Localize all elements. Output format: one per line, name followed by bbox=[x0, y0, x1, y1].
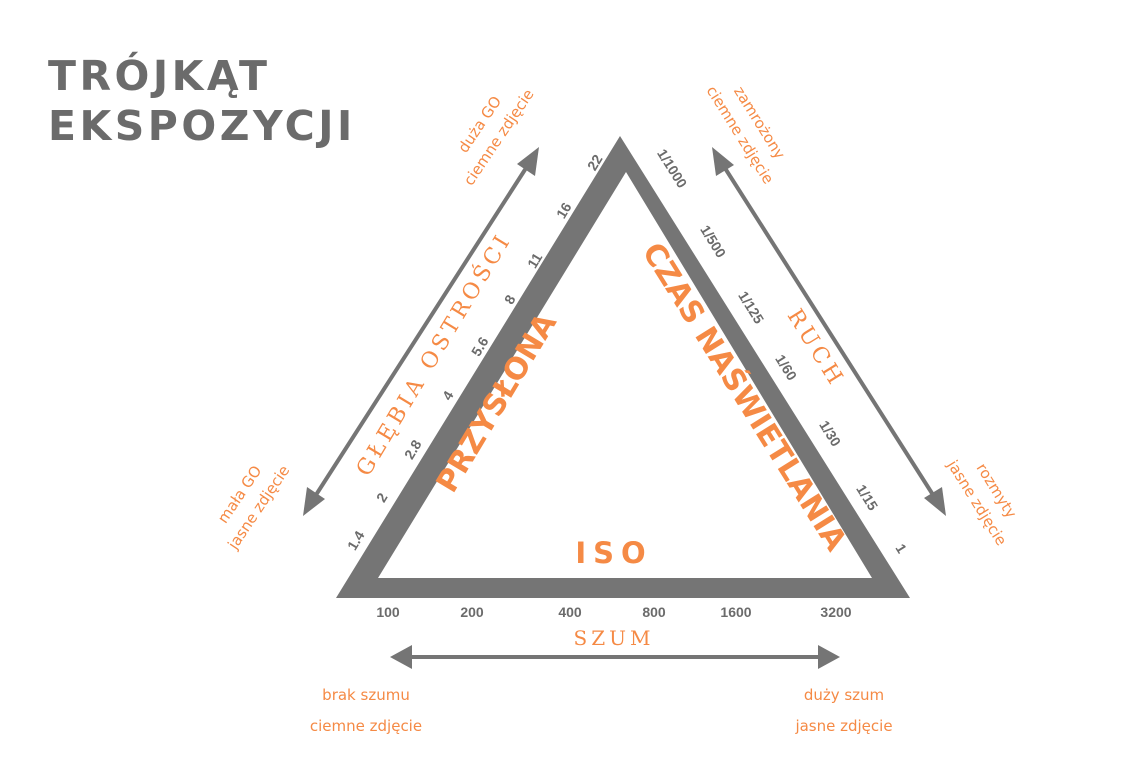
shutter-tick: 1/60 bbox=[772, 352, 800, 384]
svg-text:ciemne zdjęcie: ciemne zdjęcie bbox=[310, 717, 422, 735]
iso-label: ISO bbox=[575, 536, 652, 570]
aperture-tick: 22 bbox=[584, 151, 606, 173]
shutter-ticks: 1/1000 1/500 1/125 1/60 1/30 1/15 1 bbox=[654, 146, 910, 556]
note-aperture-low: mała GO jasne zdjęcie bbox=[214, 462, 293, 553]
iso-double-arrow bbox=[390, 645, 840, 669]
svg-text:jasne zdjęcie: jasne zdjęcie bbox=[794, 717, 892, 735]
aperture-ticks: 1.4 2 2.8 4 5.6 8 11 16 22 bbox=[344, 151, 606, 552]
noise-label: SZUM bbox=[574, 626, 655, 650]
shutter-tick: 1/15 bbox=[853, 482, 881, 514]
shutter-label: CZAS NAŚWIETLANIA bbox=[635, 236, 855, 558]
aperture-tick: 2 bbox=[373, 490, 391, 505]
aperture-tick: 11 bbox=[524, 250, 545, 271]
shutter-tick: 1/125 bbox=[735, 288, 767, 326]
triangle-frame bbox=[336, 136, 910, 598]
aperture-tick: 16 bbox=[553, 199, 575, 221]
aperture-tick: 2.8 bbox=[401, 437, 425, 462]
svg-text:duży szum: duży szum bbox=[804, 686, 884, 704]
iso-ticks: 100 200 400 800 1600 3200 bbox=[376, 604, 851, 620]
iso-tick: 1600 bbox=[720, 604, 751, 620]
aperture-tick: 8 bbox=[501, 292, 519, 307]
iso-tick: 3200 bbox=[820, 604, 851, 620]
shutter-tick: 1/500 bbox=[697, 222, 729, 260]
shutter-tick: 1/30 bbox=[816, 418, 844, 450]
aperture-tick: 1.4 bbox=[344, 528, 368, 553]
svg-text:brak szumu: brak szumu bbox=[322, 686, 410, 704]
iso-tick: 100 bbox=[376, 604, 400, 620]
iso-tick: 400 bbox=[558, 604, 582, 620]
note-shutter-slow: rozmyty jasne zdjęcie bbox=[943, 456, 1020, 549]
iso-tick: 800 bbox=[642, 604, 666, 620]
aperture-tick: 4 bbox=[439, 388, 457, 403]
shutter-tick: 1 bbox=[892, 541, 910, 556]
aperture-double-arrow bbox=[303, 147, 539, 516]
note-iso-high: duży szum jasne zdjęcie bbox=[794, 686, 892, 735]
iso-tick: 200 bbox=[460, 604, 484, 620]
shutter-double-arrow bbox=[712, 147, 946, 516]
note-iso-low: brak szumu ciemne zdjęcie bbox=[310, 686, 422, 735]
title-line-2: EKSPOZYCJI bbox=[48, 102, 356, 150]
title-line-1: TRÓJKĄT bbox=[48, 52, 270, 100]
shutter-tick: 1/1000 bbox=[654, 146, 690, 191]
